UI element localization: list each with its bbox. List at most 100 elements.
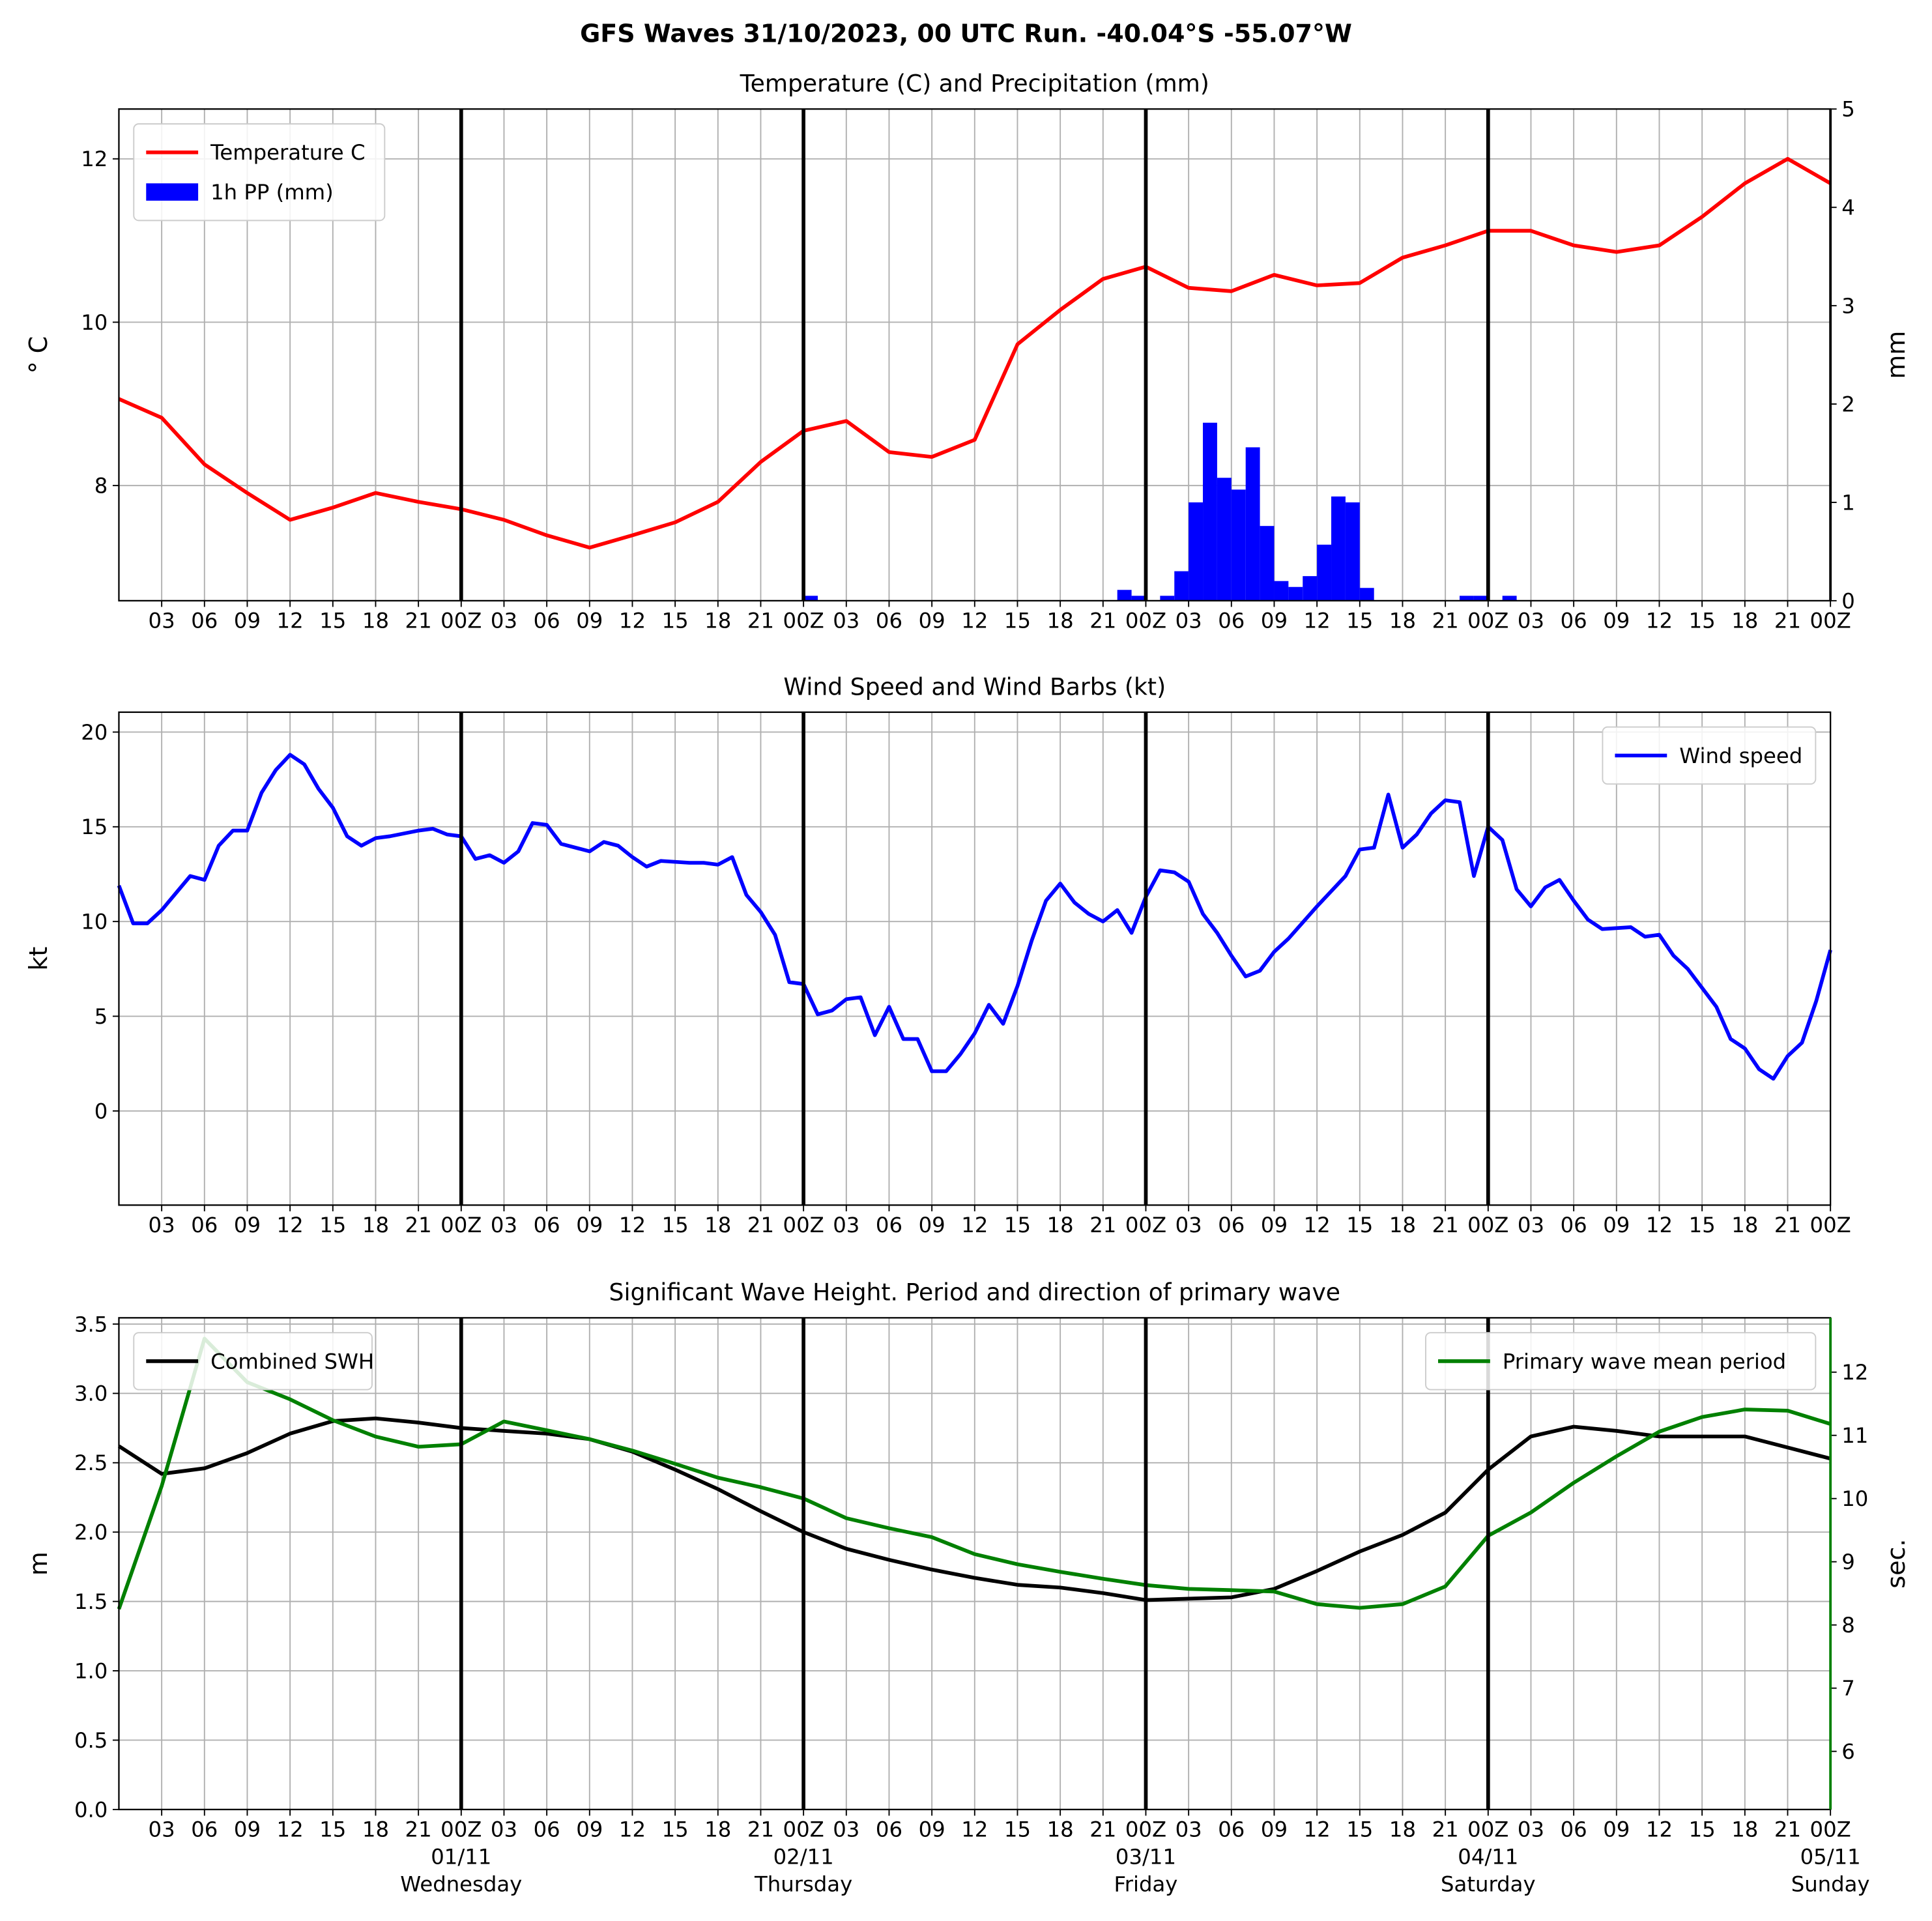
x-tick-label: 03 [1518, 609, 1544, 633]
x-tick-label: 00Z [440, 1213, 482, 1237]
x-tick-label: 00Z 01/11 Wednesday [400, 1817, 522, 1897]
y-tick-label: 0.5 [74, 1728, 108, 1753]
bar [803, 596, 818, 601]
x-tick-label: 21 [1432, 1817, 1459, 1842]
x-tick-label: 15 [1689, 1213, 1716, 1237]
x-tick-label: 03 [1175, 1213, 1202, 1237]
x-tick-label: 12 [277, 609, 304, 633]
y-tick-label: 2.0 [74, 1520, 108, 1545]
bar [1502, 596, 1517, 601]
y-tick-label: 2.5 [74, 1451, 108, 1475]
bar [1460, 596, 1474, 601]
x-tick-label: 03 [491, 1817, 517, 1842]
bar [1160, 596, 1175, 601]
x-tick-label-line: 04/11 [1458, 1845, 1518, 1870]
x-tick-label: 21 [1089, 1213, 1116, 1237]
legend-swatch [146, 183, 199, 201]
legend-box [1425, 1332, 1817, 1391]
x-tick-label: 03 [1175, 609, 1202, 633]
x-tick-label: 00Z 05/11 Sunday [1791, 1817, 1870, 1897]
x-tick-label: 00Z [1810, 1213, 1851, 1237]
x-tick-label: 00Z 03/11 Friday [1114, 1817, 1178, 1897]
y2-tick-label: 0 [1841, 588, 1855, 613]
y-axis-label: ° C [24, 336, 53, 374]
x-tick-label: 09 [1603, 1817, 1630, 1842]
bar [1331, 496, 1346, 601]
x-tick-label: 12 [961, 1213, 988, 1237]
y-tick-label: 5 [94, 1004, 108, 1029]
x-tick-label: 18 [1047, 609, 1074, 633]
x-tick-label: 03 [833, 1817, 859, 1842]
x-tick-label: 21 [1774, 1213, 1801, 1237]
x-tick-label: 03 [833, 609, 859, 633]
bar [1274, 581, 1289, 601]
y-tick-label: 10 [81, 910, 108, 934]
legend-label: Primary wave mean period [1503, 1349, 1786, 1374]
legend-label: Combined SWH [210, 1349, 374, 1374]
y-tick-label: 1.0 [74, 1658, 108, 1683]
x-tick-label: 18 [1047, 1817, 1074, 1842]
x-tick-label-line: Wednesday [400, 1871, 522, 1896]
x-tick-label: 18 [1389, 1817, 1416, 1842]
x-tick-label: 00Z [1125, 1213, 1166, 1237]
x-tick-label: 00Z [1467, 1213, 1508, 1237]
x-tick-label: 21 [1774, 1817, 1801, 1842]
x-tick-label: 06 [191, 609, 218, 633]
bar [1231, 489, 1246, 601]
x-tick-label: 15 [1004, 609, 1031, 633]
x-tick-label: 00Z [1125, 609, 1166, 633]
y2-tick-label: 10 [1841, 1486, 1868, 1511]
x-tick-label: 03 [149, 1817, 175, 1842]
x-tick-label: 06 [1561, 1817, 1587, 1842]
x-tick-label: 09 [576, 609, 603, 633]
bar [1303, 576, 1318, 601]
x-tick-label: 15 [1004, 1213, 1031, 1237]
legend-label: Temperature C [210, 140, 365, 165]
bar [1359, 588, 1374, 601]
x-tick-label: 06 [534, 1817, 560, 1842]
x-tick-label: 09 [234, 609, 261, 633]
figure-title: GFS Waves 31/10/2023, 00 UTC Run. -40.04… [580, 20, 1352, 48]
x-tick-label-line: 00Z [1467, 1817, 1508, 1842]
x-tick-label: 03 [491, 1213, 517, 1237]
x-tick-label-line: Saturday [1441, 1871, 1536, 1896]
x-tick-label-line: 00Z [783, 1817, 824, 1842]
x-tick-label: 12 [1304, 1213, 1331, 1237]
x-tick-label: 18 [704, 609, 731, 633]
x-tick-label: 09 [1261, 609, 1288, 633]
x-tick-label: 15 [319, 1213, 346, 1237]
plot-frame [118, 711, 1832, 1206]
y-axis-label: kt [24, 947, 53, 971]
line [117, 1416, 1831, 1602]
x-tick-label: 18 [1047, 1213, 1074, 1237]
line [118, 156, 1832, 550]
x-tick-label: 15 [319, 1817, 346, 1842]
x-tick-label: 18 [1731, 609, 1758, 633]
y2-tick-label: 2 [1841, 392, 1855, 416]
x-tick-label: 12 [619, 1213, 646, 1237]
x-tick-label: 06 [1561, 609, 1587, 633]
x-tick-label-line: 00Z [440, 1817, 482, 1842]
legend-label: Wind speed [1679, 744, 1802, 768]
y-tick-label: 8 [94, 474, 108, 498]
x-tick-label: 12 [277, 1213, 304, 1237]
y-axis-label: m [24, 1552, 53, 1576]
x-tick-label: 09 [1261, 1817, 1288, 1842]
x-tick-label: 03 [1518, 1213, 1544, 1237]
x-tick-label: 03 [833, 1213, 859, 1237]
x-tick-label: 12 [1646, 1213, 1673, 1237]
x-tick-label: 03 [1518, 1817, 1544, 1842]
x-tick-label: 00Z [1467, 609, 1508, 633]
x-tick-label: 12 [1646, 609, 1673, 633]
x-tick-label: 00Z [440, 609, 482, 633]
x-tick-label: 03 [491, 609, 517, 633]
x-tick-label: 00Z [783, 609, 824, 633]
x-tick-label: 09 [919, 609, 945, 633]
x-tick-label: 09 [919, 1817, 945, 1842]
x-tick-label: 03 [149, 1213, 175, 1237]
x-tick-label: 03 [1175, 1817, 1202, 1842]
y-tick-label: 1.5 [74, 1589, 108, 1614]
y-tick-label: 20 [81, 720, 108, 745]
x-tick-label: 09 [234, 1817, 261, 1842]
